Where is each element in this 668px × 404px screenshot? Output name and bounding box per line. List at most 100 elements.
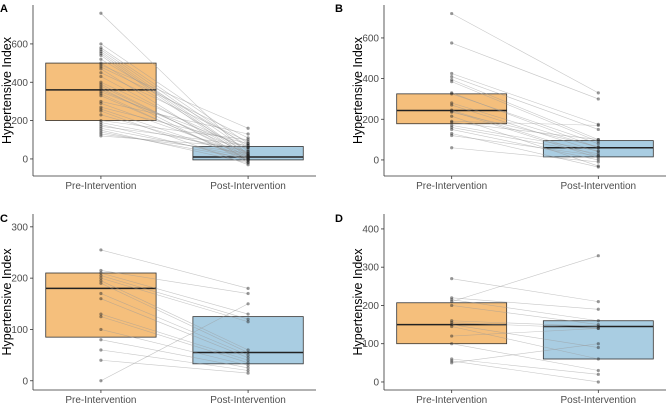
- data-point: [596, 149, 600, 153]
- pair-line: [100, 91, 249, 148]
- pair-line: [451, 297, 599, 310]
- data-point: [99, 268, 103, 273]
- pair-line: [100, 280, 249, 351]
- pair-line: [100, 270, 249, 294]
- pair-line: [100, 95, 249, 160]
- data-point: [450, 361, 454, 365]
- data-point: [99, 281, 103, 285]
- pair-line: [100, 124, 249, 161]
- data-point: [246, 154, 250, 158]
- y-tick-label: 0: [373, 155, 379, 166]
- data-point: [246, 366, 250, 370]
- pair-line: [451, 125, 599, 152]
- data-point: [450, 91, 454, 95]
- y-tick-label: 0: [22, 154, 28, 165]
- pair-line: [451, 305, 599, 325]
- data-point: [450, 80, 454, 84]
- data-point: [450, 321, 454, 325]
- data-point: [596, 122, 600, 126]
- data-point: [596, 156, 600, 160]
- data-point: [246, 142, 250, 146]
- data-point: [246, 358, 250, 362]
- data-point: [450, 334, 454, 338]
- data-point: [596, 357, 600, 361]
- pair-line: [451, 322, 599, 329]
- pair-line: [451, 115, 599, 167]
- pair-line: [100, 349, 249, 371]
- data-point: [99, 134, 103, 138]
- data-point: [99, 315, 103, 319]
- pair-line: [451, 93, 599, 144]
- pair-line: [451, 76, 599, 130]
- data-point: [99, 49, 103, 54]
- pair-line: [451, 360, 599, 383]
- data-point: [246, 291, 250, 296]
- pair-line: [100, 316, 249, 364]
- panel-a: A 0 200 400 600 Pre-Intervention Post-Interven…: [0, 3, 316, 192]
- data-point: [99, 101, 103, 105]
- data-point: [99, 338, 103, 342]
- data-point: [99, 109, 103, 113]
- pair-line: [451, 147, 599, 163]
- pair-line: [451, 135, 599, 157]
- data-point: [246, 140, 250, 144]
- y-tick-label: 400: [362, 224, 379, 235]
- data-point: [246, 153, 250, 157]
- pair-line: [451, 121, 599, 126]
- data-point: [246, 159, 250, 163]
- data-point: [246, 151, 250, 155]
- y-axis-label: Hypertensive Index: [0, 248, 14, 356]
- box-post: [192, 316, 304, 365]
- pair-line: [100, 114, 249, 157]
- data-point: [596, 164, 600, 168]
- data-point: [596, 142, 600, 146]
- data-point: [99, 71, 103, 75]
- data-point: [596, 380, 600, 384]
- pair-line: [100, 293, 249, 356]
- data-point: [99, 82, 103, 86]
- data-point: [246, 138, 250, 142]
- data-point: [246, 348, 250, 352]
- data-point: [99, 80, 103, 84]
- y-tick-label: 200: [362, 115, 379, 126]
- pair-line: [100, 275, 249, 320]
- data-point: [450, 133, 454, 138]
- data-point: [450, 74, 454, 79]
- data-point: [246, 145, 250, 150]
- data-point: [596, 345, 600, 350]
- pair-line: [451, 122, 599, 140]
- data-point: [450, 300, 454, 304]
- data-point: [246, 153, 250, 157]
- data-point: [596, 97, 600, 101]
- pair-line: [100, 126, 249, 146]
- data-point: [99, 86, 103, 90]
- x-tick-label: Pre-Intervention: [65, 395, 136, 404]
- data-point: [450, 108, 454, 112]
- pair-line: [100, 277, 249, 323]
- data-point: [450, 131, 454, 136]
- data-point: [246, 159, 250, 163]
- data-point: [450, 296, 454, 300]
- data-point: [596, 319, 600, 323]
- pair-line: [451, 358, 599, 375]
- x-tick-label: Pre-Intervention: [65, 181, 136, 192]
- data-point: [246, 155, 250, 159]
- pair-line: [100, 122, 249, 152]
- x-tick-label: Post-Intervention: [561, 181, 637, 192]
- data-point: [596, 152, 600, 156]
- data-point: [450, 324, 454, 329]
- data-point: [246, 161, 250, 165]
- data-point: [99, 92, 103, 96]
- data-point: [596, 154, 600, 158]
- data-point: [99, 11, 103, 15]
- data-point: [99, 348, 103, 352]
- pair-line: [451, 299, 599, 322]
- data-point: [450, 303, 454, 308]
- data-point: [246, 155, 250, 159]
- pair-line: [451, 278, 599, 302]
- y-tick-label: 0: [22, 376, 28, 387]
- data-point: [246, 153, 250, 157]
- y-tick-label: 200: [11, 116, 28, 127]
- data-point: [99, 120, 103, 125]
- data-point: [99, 99, 103, 104]
